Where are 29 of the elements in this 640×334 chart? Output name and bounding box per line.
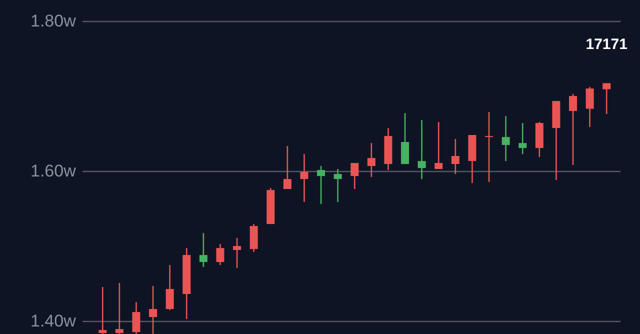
- candlestick: [115, 282, 124, 334]
- candlestick: [233, 237, 242, 269]
- candlestick: [586, 86, 594, 128]
- annotation: 17171: [586, 36, 628, 54]
- candlestick: [98, 286, 107, 334]
- candlestick: [569, 93, 577, 166]
- candlestick: [334, 168, 342, 203]
- y-tick-label: 1.40w: [30, 312, 77, 331]
- candlestick: [216, 243, 224, 266]
- candlestick: [367, 142, 376, 178]
- candlestick: [317, 165, 326, 205]
- candlestick: [166, 264, 174, 311]
- candlestick: [602, 82, 611, 115]
- candlestick: [418, 119, 426, 180]
- candlestick: [401, 112, 410, 165]
- candlestick: [132, 301, 140, 334]
- candlestick: [250, 223, 258, 253]
- candlestick: [451, 138, 460, 175]
- y-tick-label: 1.60w: [30, 162, 77, 181]
- candlestick: [502, 115, 510, 162]
- candlestick: [434, 121, 443, 170]
- candlestick: [283, 145, 292, 190]
- candlestick: [300, 153, 308, 203]
- candlestick: [149, 285, 158, 334]
- candlestick: [518, 122, 527, 155]
- candlestick: [199, 232, 208, 268]
- candlestick: [350, 162, 359, 190]
- candlestick: [485, 111, 494, 183]
- y-tick-label: 1.80w: [30, 12, 77, 30]
